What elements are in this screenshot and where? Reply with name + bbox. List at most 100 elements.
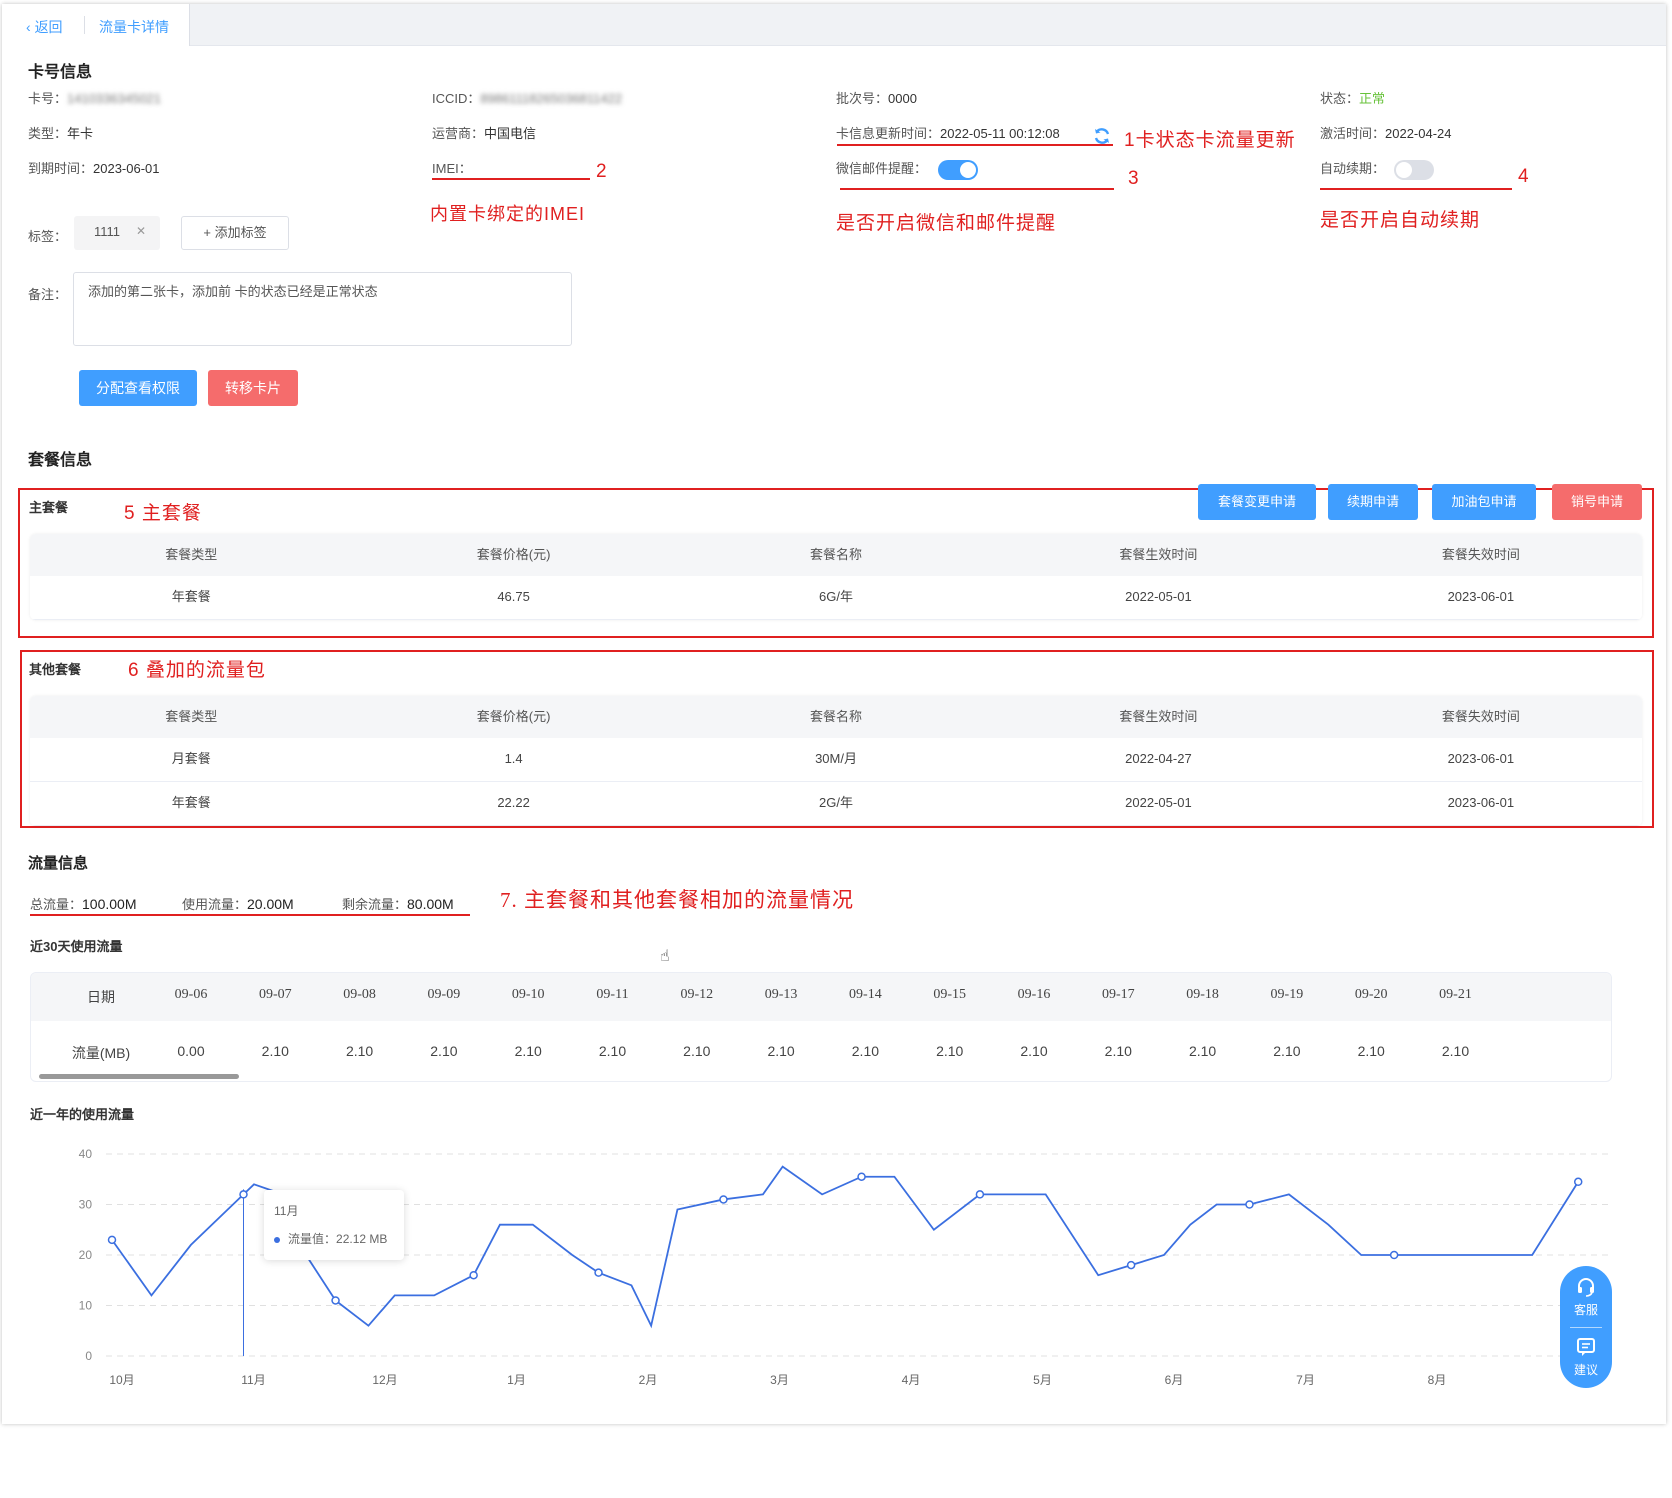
date-cell: 09-20 xyxy=(1354,987,1388,1002)
annotation-underline-4 xyxy=(1320,188,1512,190)
renew-button[interactable]: 续期申请 xyxy=(1328,484,1418,520)
addon-package-button[interactable]: 加油包申请 xyxy=(1432,484,1536,520)
table-cell: 30M/月 xyxy=(815,751,857,766)
annotation-2: 内置卡绑定的IMEI xyxy=(430,204,586,224)
annotation-underline-2 xyxy=(432,178,590,180)
close-icon[interactable]: ✕ xyxy=(135,224,146,238)
service-label: 客服 xyxy=(1573,1303,1598,1317)
annotation-3-number: 3 xyxy=(1128,168,1140,189)
date-header: 日期 xyxy=(87,991,115,1006)
total-flow-value: 100.00M xyxy=(82,896,137,912)
recent30-title: 近30天使用流量 xyxy=(30,939,123,954)
y-tick-label: 0 xyxy=(85,1349,92,1363)
batch-label: 批次号： xyxy=(836,91,889,106)
annotation-underline-7 xyxy=(30,914,470,916)
update-time-label: 卡信息更新时间： xyxy=(836,126,941,141)
data-point xyxy=(1126,1260,1136,1270)
auto-renew-toggle[interactable] xyxy=(1394,160,1434,180)
annotation-4-number: 4 xyxy=(1518,166,1530,187)
flow-value-cell: 0.00 xyxy=(177,1043,205,1059)
iccid-field: ICCID：89861118265036811422 xyxy=(432,88,622,107)
table-cell: 6G/年 xyxy=(819,589,853,604)
date-cell: 09-13 xyxy=(764,987,798,1002)
update-time-field: 卡信息更新时间：2022-05-11 00:12:08 xyxy=(836,123,1060,142)
expire-field: 到期时间：2023-06-01 xyxy=(28,158,160,177)
y-tick-label: 10 xyxy=(79,1299,93,1313)
batch-field: 批次号：0000 xyxy=(836,88,917,107)
tags-label-text: 标签： xyxy=(28,229,68,244)
tag-text: 1111 xyxy=(94,224,121,239)
data-point xyxy=(107,1235,117,1245)
table-cell: 年套餐 xyxy=(171,589,211,604)
add-tag-button[interactable]: + 添加标签 xyxy=(181,216,289,250)
refresh-icon[interactable] xyxy=(1092,126,1112,146)
flow-value-cell: 2.10 xyxy=(1273,1043,1301,1059)
flow-value-cell: 2.10 xyxy=(767,1043,795,1059)
table-cell: 2022-05-01 xyxy=(1125,795,1192,810)
annotation-5: 5 主套餐 xyxy=(124,503,202,524)
table-cell: 2022-04-27 xyxy=(1125,751,1192,766)
suggestion-button[interactable]: 建议 xyxy=(1560,1336,1612,1378)
flow-info-title: 流量信息 xyxy=(28,855,89,872)
customer-service-button[interactable]: 客服 xyxy=(1560,1276,1612,1318)
date-cell: 09-14 xyxy=(849,987,882,1002)
operator-value: 中国电信 xyxy=(484,126,537,141)
series-dot xyxy=(274,1236,280,1243)
assign-permission-button[interactable]: 分配查看权限 xyxy=(79,370,197,406)
tab-bar: ‹ 返回 流量卡详情 xyxy=(2,4,1666,46)
x-tick-label: 2月 xyxy=(639,1373,658,1387)
annotation-underline-3 xyxy=(840,188,1114,190)
x-tick-label: 7月 xyxy=(1296,1373,1315,1387)
annotation-1: 1卡状态卡流量更新 xyxy=(1124,130,1296,151)
tab-detail[interactable]: ‹ 返回 流量卡详情 xyxy=(2,4,190,46)
y-tick-label: 30 xyxy=(79,1198,93,1212)
headset-icon xyxy=(1578,1278,1594,1297)
table-header xyxy=(31,973,1611,1021)
table-cell: 2G/年 xyxy=(819,795,853,810)
main-package-table: 套餐类型 套餐价格(元) 套餐名称 套餐生效时间 套餐失效时间 年套餐 46.7… xyxy=(30,534,1642,620)
x-tick-label: 4月 xyxy=(902,1373,921,1387)
remain-flow-value: 80.00M xyxy=(407,896,454,912)
flow-value-cell: 2.10 xyxy=(514,1043,542,1059)
year-chart-title: 近一年的使用流量 xyxy=(30,1107,135,1122)
remark-label-text: 备注： xyxy=(28,287,68,302)
chevron-left-icon: ‹ xyxy=(26,19,35,35)
remark-textarea[interactable]: 添加的第二张卡，添加前 卡的状态已经是正常状态 xyxy=(73,272,572,346)
total-flow-field: 总流量：100.00M xyxy=(30,894,137,913)
wechat-toggle[interactable] xyxy=(938,160,978,180)
flow-value-cell: 2.10 xyxy=(1441,1043,1470,1059)
main-package-title: 主套餐 xyxy=(29,500,69,515)
status-value: 正常 xyxy=(1359,91,1386,106)
iccid-label: ICCID： xyxy=(432,91,481,106)
flow-value-cell: 2.10 xyxy=(1020,1043,1048,1059)
date-cell: 09-07 xyxy=(258,987,292,1002)
data-point xyxy=(331,1296,340,1305)
tab-title: 流量卡详情 xyxy=(99,19,169,35)
imei-field: IMEI： xyxy=(432,158,472,177)
x-tick-label: 6月 xyxy=(1165,1373,1184,1387)
annotation-underline-1 xyxy=(837,144,1113,146)
toggle-knob xyxy=(960,162,976,178)
floating-service-widget: 客服 建议 xyxy=(1560,1266,1612,1388)
date-cell: 09-21 xyxy=(1439,987,1472,1002)
year-flow-chart[interactable]: 0 10 20 30 40 10月 11月 12月 1月 2月 3月 4月 5月 6月 7月 8月 xyxy=(2,1134,1666,1394)
annotation-box-6 xyxy=(20,650,1654,828)
back-link[interactable]: ‹ 返回 xyxy=(26,17,63,37)
column-header: 套餐失效时间 xyxy=(1441,709,1520,724)
cancel-number-button[interactable]: 销号申请 xyxy=(1552,484,1642,520)
column-header: 套餐失效时间 xyxy=(1441,547,1520,562)
card-no-label: 卡号： xyxy=(28,91,68,106)
tooltip-number: 22.12 MB xyxy=(336,1232,388,1246)
package-change-button[interactable]: 套餐变更申请 xyxy=(1198,484,1316,520)
horizontal-scrollbar[interactable] xyxy=(39,1074,239,1079)
transfer-card-button[interactable]: 转移卡片 xyxy=(208,370,298,406)
type-label: 类型： xyxy=(28,126,68,141)
remark-label: 备注： xyxy=(28,284,67,303)
y-tick-label: 20 xyxy=(79,1248,93,1262)
table-cell: 1.4 xyxy=(504,751,523,766)
data-point xyxy=(469,1270,478,1280)
table-cell: 月套餐 xyxy=(171,751,211,766)
x-tick-label: 3月 xyxy=(770,1373,789,1387)
card-no-value: 1410336345021 xyxy=(67,91,162,106)
flow-value-cell: 2.10 xyxy=(261,1043,289,1059)
